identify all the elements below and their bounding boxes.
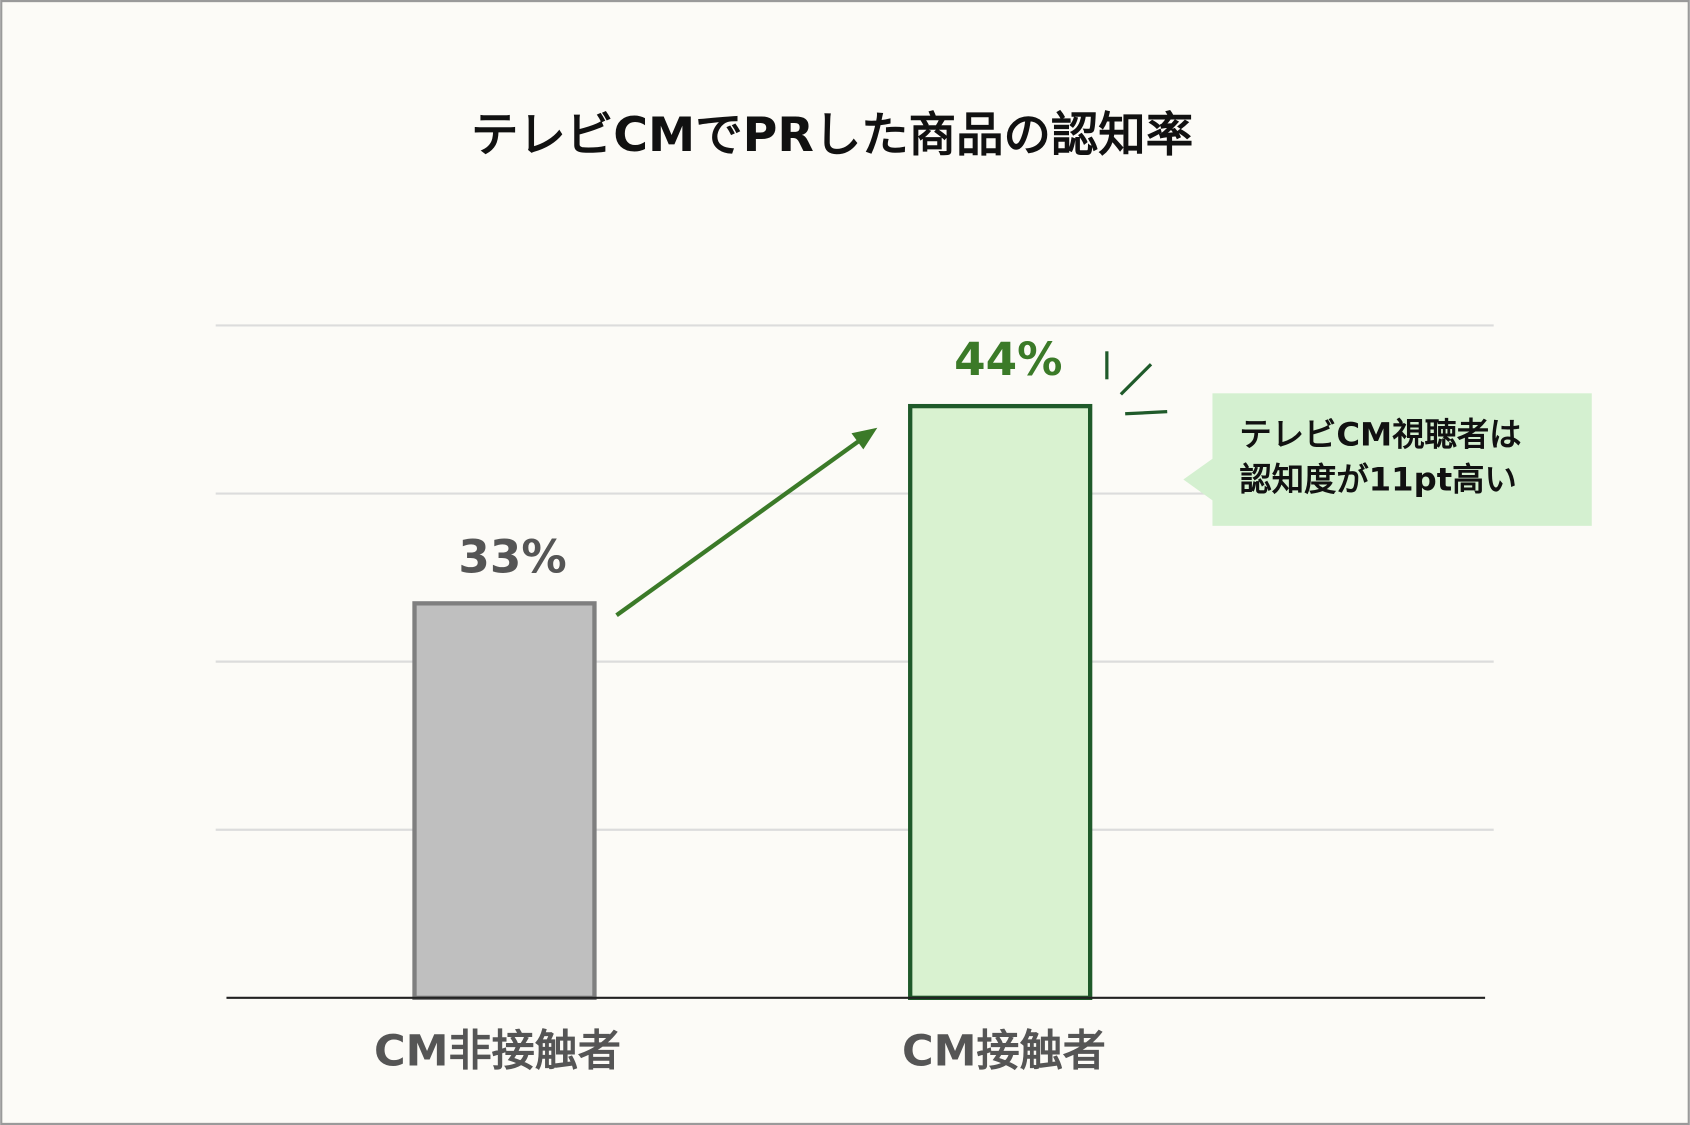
arrow-head	[851, 427, 878, 450]
callout-pointer	[1183, 457, 1214, 502]
sparkle	[1105, 351, 1168, 416]
bar	[412, 601, 597, 1000]
bar	[908, 403, 1093, 1000]
x-tick-label: CM接触者	[902, 1026, 1106, 1076]
callout	[1212, 393, 1592, 526]
value-label: 44%	[954, 333, 1062, 386]
bars: 33% CM非接触者 44% CM接触者	[374, 333, 1106, 1076]
chart-title: テレビCMでPRした商品の認知率	[471, 108, 1193, 163]
annotation-line: テレビCM視聴者は	[1239, 415, 1521, 453]
x-tick-label: CM非接触者	[374, 1026, 621, 1076]
sparkle-line	[1119, 363, 1153, 396]
sparkle-line	[1125, 410, 1168, 416]
annotation-line: 認知度が11pt高い	[1239, 461, 1516, 499]
value-label: 33%	[458, 530, 566, 583]
arrow	[615, 436, 864, 618]
